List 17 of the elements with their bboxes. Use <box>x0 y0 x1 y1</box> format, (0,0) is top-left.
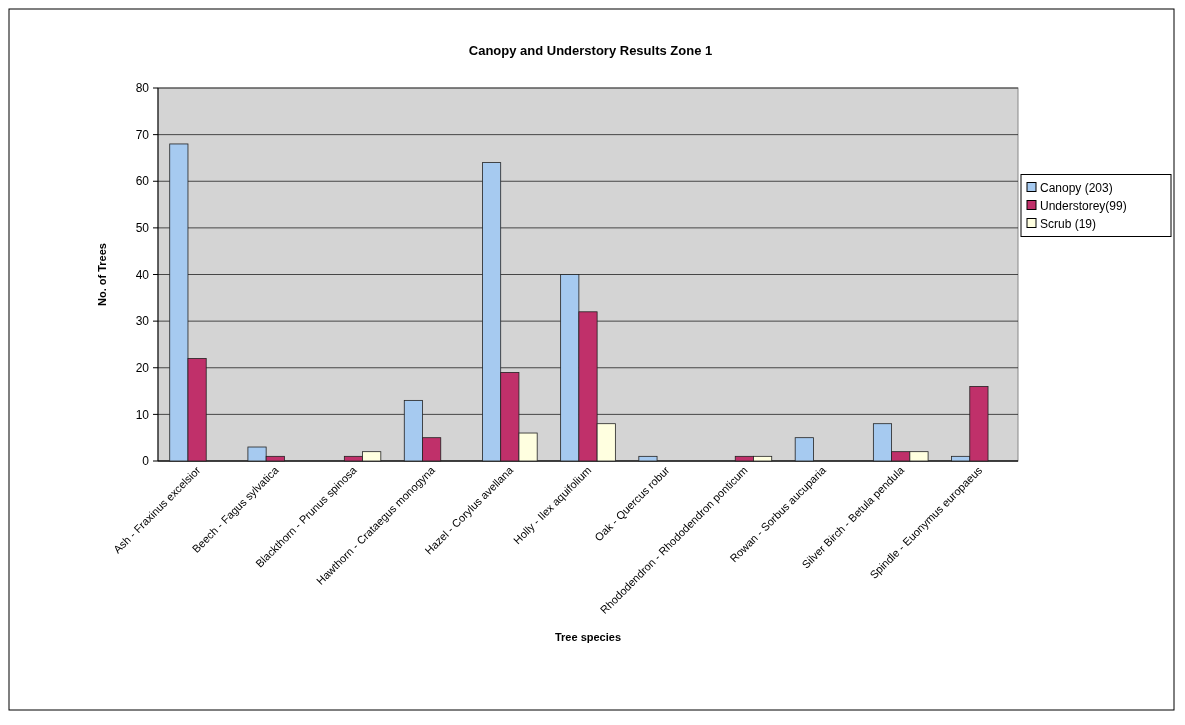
y-tick-label: 30 <box>135 314 150 329</box>
y-tick-label: 20 <box>135 360 150 375</box>
y-tick-label: 50 <box>135 221 150 236</box>
y-tick-label: 10 <box>135 407 150 422</box>
bar <box>794 437 814 462</box>
x-axis-title: Tree species <box>554 631 622 643</box>
y-tick-label: 60 <box>135 174 150 189</box>
y-tick-label: 70 <box>135 127 150 142</box>
legend-label: Scrub (19) <box>1040 216 1097 231</box>
legend-label: Canopy (203) <box>1040 180 1113 195</box>
bar <box>638 455 658 462</box>
y-tick-label: 0 <box>142 454 150 469</box>
chart-title: Canopy and Understory Results Zone 1 <box>468 43 713 58</box>
legend-label: Understorey(99) <box>1040 198 1127 213</box>
y-tick-label: 40 <box>135 267 150 282</box>
y-tick-label: 80 <box>135 81 150 96</box>
y-axis-title: No. of Trees <box>96 243 108 306</box>
